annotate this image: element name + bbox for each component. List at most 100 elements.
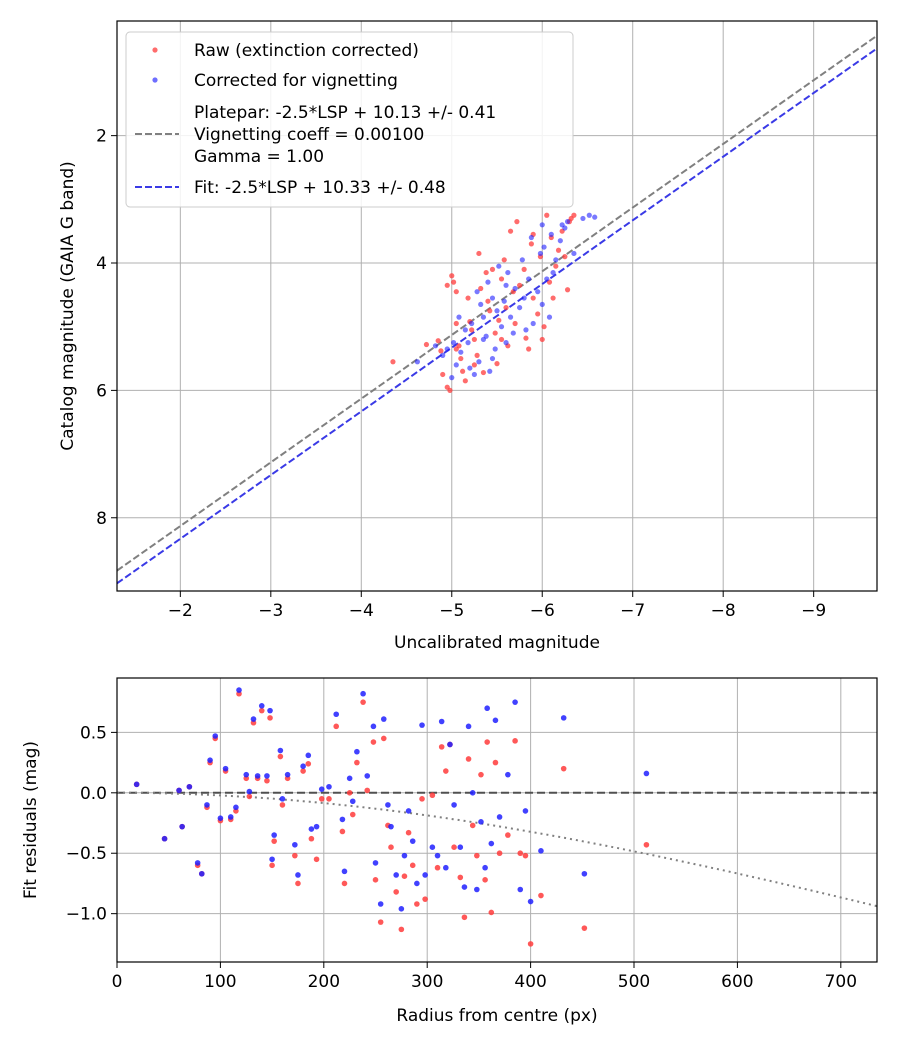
corrected-residual-point: [246, 788, 253, 795]
bottom-x-tick-label: 300: [411, 972, 443, 992]
raw-residual-point: [488, 909, 495, 916]
raw-residual-point: [469, 822, 476, 829]
raw-residual-point: [300, 768, 306, 774]
raw-residual-point: [267, 715, 273, 721]
raw-residual-point: [292, 852, 298, 859]
raw-residual-point: [409, 862, 416, 869]
top-y-tick-label: 8: [96, 509, 107, 529]
raw-point: [449, 273, 455, 279]
raw-residual-point: [538, 892, 544, 899]
corrected-point: [414, 359, 420, 365]
raw-residual-point: [422, 896, 428, 902]
raw-residual-point: [333, 723, 340, 730]
corrected-point: [553, 257, 559, 263]
corrected-point: [521, 295, 527, 301]
legend-raw-label: Raw (extinction corrected): [194, 41, 419, 61]
top-x-tick-label: −5: [439, 601, 464, 621]
corrected-residual-point: [269, 856, 275, 863]
raw-residual-point: [443, 768, 449, 774]
legend-raw-marker: [152, 47, 158, 53]
corrected-point: [517, 304, 523, 311]
corrected-residual-point: [308, 826, 315, 832]
legend-box: [125, 31, 574, 208]
corrected-residual-point: [277, 747, 284, 754]
corrected-residual-point: [194, 860, 201, 866]
bottom-axes-frame: [116, 677, 878, 963]
corrected-residual-point: [198, 870, 205, 877]
top-y-tick-label: 4: [96, 254, 107, 274]
raw-residual-point: [354, 759, 360, 766]
bottom-y-tick-label: 0.5: [80, 723, 107, 743]
top-x-tick-label: −8: [711, 601, 736, 621]
raw-point: [476, 250, 482, 257]
corrected-residual-point: [438, 718, 445, 725]
corrected-residual-point: [295, 872, 301, 878]
raw-residual-point: [496, 850, 503, 857]
calibration-plot: −2 −3 −4 −5 −6 −7 −8 −9 2 4 6 8 Uncalibrated magni…: [58, 20, 878, 653]
corrected-residual-point: [346, 775, 353, 782]
corrected-residual-point: [517, 886, 524, 893]
corrected-point: [592, 214, 598, 220]
corrected-point: [474, 289, 480, 295]
corrected-residual-point: [161, 835, 168, 842]
bottom-x-ticks: 0 100 200 300 400 500 600 700: [112, 962, 857, 992]
corrected-point: [450, 340, 457, 346]
raw-point: [423, 341, 430, 348]
raw-residual-point: [258, 707, 265, 714]
corrected-residual-point: [133, 781, 140, 788]
corrected-residual-point: [372, 860, 379, 866]
corrected-residual-point: [484, 705, 490, 712]
bottom-raw-points: [133, 690, 650, 947]
corrected-point: [465, 340, 471, 346]
corrected-point: [503, 340, 509, 346]
raw-residual-point: [492, 759, 499, 766]
raw-point: [438, 348, 444, 354]
corrected-residual-point: [474, 886, 480, 893]
corrected-residual-point: [414, 880, 420, 887]
corrected-residual-point: [469, 790, 476, 796]
residuals-plot: 0 100 200 300 400 500 600 700 0.5 0.0 −0.5 −1.0 Ra…: [21, 677, 878, 1026]
corrected-point: [480, 336, 487, 343]
raw-residual-point: [522, 852, 529, 859]
corrected-point: [503, 282, 509, 288]
corrected-point: [580, 215, 586, 222]
raw-residual-point: [269, 862, 275, 869]
corrected-point: [535, 289, 541, 295]
raw-point: [550, 295, 556, 301]
raw-point: [528, 241, 534, 247]
corrected-residual-point: [284, 771, 291, 778]
corrected-residual-point: [488, 840, 495, 847]
raw-residual-point: [478, 771, 484, 778]
corrected-point: [480, 314, 487, 320]
raw-residual-point: [295, 880, 301, 887]
corrected-point: [478, 301, 484, 308]
corrected-residual-point: [451, 802, 457, 808]
raw-residual-point: [346, 790, 353, 796]
top-y-axis-label: Catalog magnitude (GAIA G band): [58, 161, 78, 451]
raw-residual-point: [377, 919, 384, 925]
raw-residual-point: [264, 777, 270, 784]
raw-residual-point: [372, 877, 379, 883]
raw-residual-point: [461, 914, 468, 921]
corrected-point: [469, 320, 475, 327]
corrected-residual-point: [496, 814, 503, 820]
bottom-y-ticks: 0.5 0.0 −0.5 −1.0: [66, 723, 117, 925]
corrected-residual-point: [538, 848, 544, 854]
corrected-residual-point: [581, 870, 588, 877]
corrected-residual-point: [560, 715, 567, 721]
corrected-residual-point: [465, 723, 472, 730]
corrected-point: [458, 349, 464, 355]
corrected-residual-point: [527, 898, 534, 905]
raw-residual-point: [271, 838, 277, 844]
raw-residual-point: [482, 877, 488, 883]
bottom-x-tick-label: 200: [308, 972, 340, 992]
corrected-point: [557, 238, 563, 244]
raw-point: [453, 289, 459, 295]
raw-point: [553, 263, 559, 269]
raw-residual-point: [451, 844, 457, 850]
corrected-residual-point: [385, 802, 391, 808]
raw-point: [521, 266, 527, 272]
raw-point: [458, 355, 464, 362]
corrected-residual-point: [236, 687, 242, 693]
corrected-residual-point: [434, 852, 441, 859]
